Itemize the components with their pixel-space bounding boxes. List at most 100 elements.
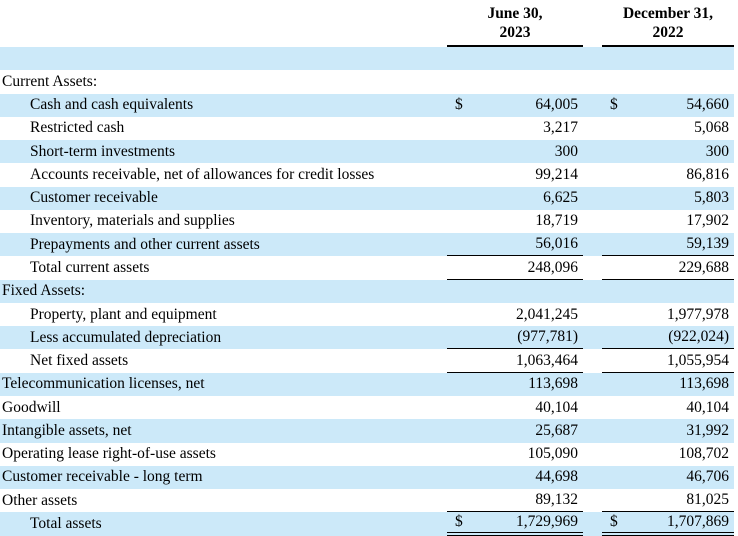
row-label: Restricted cash [30,119,125,137]
row-label: Property, plant and equipment [30,305,217,323]
column-gap [583,280,602,303]
value-cell-period-1: 56,016 [447,233,583,257]
column-gap [583,349,602,372]
value-cell-period-1 [447,47,583,70]
amount-period-2: 300 [705,142,729,160]
row-label: Cash and cash equivalents [30,96,194,114]
amount-period-1: 300 [554,142,578,160]
value-cell-period-1: (977,781) [447,326,583,350]
table-row: Current Assets: [0,70,734,93]
value-cell-period-2: 1,055,954 [602,349,734,373]
table-body: Current Assets: Cash and cash equivalent… [0,47,734,536]
value-cell-period-1: 40,104 [447,396,583,419]
table-row: Restricted cash 3,217 5,068 [0,117,734,140]
column-gap [583,373,602,396]
amount-period-1: 64,005 [535,96,578,114]
table-row: Short-term investments 300 300 [0,140,734,164]
amount-period-2: 17,902 [686,212,729,230]
value-cell-period-2: 81,025 [602,489,734,513]
row-label: Inventory, materials and supplies [30,212,235,230]
value-cell-period-1 [447,280,583,303]
amount-period-2: 1,055,954 [667,351,729,369]
table-row: Property, plant and equipment 2,041,245 … [0,303,734,326]
value-cell-period-1: 105,090 [447,443,583,466]
value-cell-period-2: 113,698 [602,373,734,396]
amount-period-2: 86,816 [686,165,729,183]
value-cell-period-2: 31,992 [602,419,734,442]
amount-period-1: 248,096 [527,258,578,276]
amount-period-2: 5,803 [694,189,729,207]
row-label: Accounts receivable, net of allowances f… [30,165,375,183]
table-row: Inventory, materials and supplies 18,719… [0,210,734,233]
value-cell-period-1: 248,096 [447,256,583,280]
column-gap [583,419,602,442]
amount-period-1: 113,698 [528,375,578,393]
row-label: Total assets [30,514,102,532]
value-cell-period-1: 2,041,245 [447,303,583,326]
amount-period-1: 3,217 [543,119,578,137]
value-cell-period-2 [602,70,734,93]
amount-period-1: 2,041,245 [516,305,578,323]
table-row: Customer receivable - long term 44,698 4… [0,465,734,490]
table-row: Total current assets 248,096 229,688 [0,256,734,280]
table-row: Other assets 89,132 81,025 [0,489,734,513]
row-label: Fixed Assets: [2,282,86,300]
value-cell-period-1: 6,625 [447,187,583,210]
row-label: Short-term investments [30,142,176,160]
table-row: Total assets $ 1,729,969 $ 1,707,869 [0,512,734,536]
dollar-sign: $ [455,96,463,114]
amount-period-1: 40,104 [535,398,578,416]
value-cell-period-2: 229,688 [602,256,734,280]
row-label: Customer receivable - long term [2,468,203,486]
column-gap [583,70,602,93]
column-gap [583,443,602,466]
amount-period-1: 25,687 [535,421,578,439]
amount-period-2: 81,025 [686,491,729,509]
value-cell-period-1: 25,687 [447,419,583,442]
amount-period-2: 229,688 [678,258,729,276]
amount-period-1: 99,214 [535,165,578,183]
amount-period-2: 46,706 [686,468,729,486]
value-cell-period-2: 300 [602,140,734,163]
value-cell-period-1: 1,063,464 [447,349,583,373]
amount-period-1: 18,719 [535,212,578,230]
column-gap [583,117,602,140]
amount-period-1: 1,063,464 [516,351,578,369]
amount-period-2: 59,139 [686,235,729,253]
value-cell-period-1: 3,217 [447,117,583,140]
amount-period-2: 108,702 [678,445,729,463]
table-row: Goodwill 40,104 40,104 [0,396,734,419]
table-row: Cash and cash equivalents $ 64,005 $ 54,… [0,93,734,117]
value-cell-period-2: 17,902 [602,210,734,233]
column-gap [583,233,602,256]
table-row: Net fixed assets 1,063,464 1,055,954 [0,349,734,373]
amount-period-2: 40,104 [686,398,729,416]
amount-period-1: 44,698 [535,468,578,486]
dollar-sign: $ [455,512,463,530]
row-label: Other assets [2,491,78,509]
column-gap [583,256,602,279]
value-cell-period-2: 1,977,978 [602,303,734,326]
header-period-2-line2: 2022 [652,24,684,41]
header-period-1-line2: 2023 [499,24,531,41]
amount-period-1: 105,090 [527,445,578,463]
amount-period-1: (977,781) [517,328,578,346]
value-cell-period-2 [602,280,734,303]
value-cell-period-2: 86,816 [602,163,734,186]
table-row: Less accumulated depreciation (977,781) … [0,326,734,350]
column-gap [583,512,602,535]
value-cell-period-1: 18,719 [447,210,583,233]
column-gap [583,303,602,326]
amount-period-2: 113,698 [679,375,729,393]
dollar-sign: $ [610,96,618,114]
column-gap [583,489,602,512]
amount-period-1: 6,625 [543,189,578,207]
column-gap [583,163,602,186]
dollar-sign: $ [610,512,618,530]
amount-period-2: 1,977,978 [667,305,729,323]
row-label: Telecommunication licenses, net [2,375,205,393]
row-label: Prepayments and other current assets [30,235,260,253]
amount-period-1: 1,729,969 [516,512,578,530]
column-gap [583,187,602,210]
